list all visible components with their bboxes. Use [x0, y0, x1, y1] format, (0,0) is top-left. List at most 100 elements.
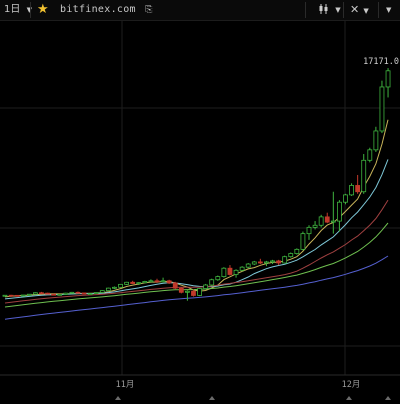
candle — [288, 252, 294, 258]
candle — [112, 286, 117, 289]
more-options-button[interactable]: ▼ — [386, 0, 391, 20]
candle-body-up — [2, 294, 8, 297]
candle — [203, 283, 209, 289]
candle — [318, 214, 324, 228]
candle — [209, 278, 215, 287]
candle — [2, 294, 8, 297]
candle-body-up — [148, 280, 154, 283]
candle — [257, 258, 263, 265]
candle — [233, 269, 239, 278]
timeframe-label: 1日 — [4, 4, 21, 15]
candle-body-up — [221, 267, 227, 278]
candle — [312, 221, 318, 230]
candle — [178, 287, 184, 294]
candle — [245, 262, 251, 269]
candles — [2, 68, 391, 301]
candle-body-down — [39, 292, 44, 295]
candle — [367, 147, 373, 163]
candle-body-up — [330, 220, 336, 223]
candle-body-up — [184, 290, 190, 293]
candle-body-up — [318, 216, 324, 226]
candle — [184, 290, 190, 301]
scroll-marker-icon — [209, 396, 215, 400]
chevron-down-icon: ▼ — [363, 7, 369, 15]
candle — [361, 154, 367, 194]
candle — [93, 292, 99, 294]
candle-body-down — [324, 216, 330, 223]
toolbar-divider — [343, 2, 344, 18]
candle — [251, 260, 257, 266]
last-price-label: 17171.0 — [363, 57, 399, 67]
candle-body-up — [294, 248, 300, 254]
candle-body-up — [300, 233, 306, 250]
candle-body-down — [8, 294, 14, 297]
candle-body-up — [270, 260, 275, 263]
candle-body-up — [124, 281, 129, 285]
candle — [130, 280, 136, 284]
candle-body-up — [160, 280, 166, 283]
candle-body-up — [136, 282, 142, 285]
moving-average-line — [4, 199, 389, 304]
toolbar-divider — [378, 2, 379, 18]
candle-body-up — [99, 290, 105, 293]
x-tick-label: 11月 — [116, 380, 135, 390]
candle — [379, 80, 385, 134]
candle — [239, 266, 245, 272]
candle-body-up — [142, 281, 148, 284]
candle — [39, 291, 44, 295]
candle-body-up — [312, 224, 318, 228]
candle-body-up — [69, 291, 75, 294]
candle-body-down — [154, 280, 160, 283]
x-tick-label: 12月 — [342, 380, 361, 390]
candlestick-icon — [319, 4, 328, 14]
candle-body-up — [385, 70, 391, 88]
candle — [306, 225, 312, 240]
price-chart[interactable]: 17171.0 11月 12月 — [0, 21, 400, 400]
candle-body-up — [336, 201, 342, 222]
chevron-down-icon: ▼ — [335, 6, 341, 14]
candle-body-up — [361, 159, 367, 193]
candle-body-up — [57, 293, 63, 296]
candle-body-up — [264, 261, 269, 264]
drawing-tools-icon: ✕ — [350, 3, 360, 16]
candle — [294, 248, 300, 255]
candle — [300, 231, 306, 251]
link-icon: ⎘ — [145, 5, 153, 15]
candle-body-up — [379, 86, 385, 132]
candle-body-up — [112, 286, 117, 289]
timeframe-selector[interactable]: 1日 ▼ — [4, 0, 32, 20]
candle-body-up — [93, 292, 99, 294]
candle — [87, 293, 93, 295]
indicators-button[interactable]: ▼ — [318, 0, 341, 20]
toolbar-divider — [30, 2, 31, 18]
candle — [63, 292, 69, 295]
toolbar-divider — [305, 2, 306, 18]
candle-body-down — [45, 292, 50, 295]
site-link[interactable]: bitfinex.com ⎘ — [60, 0, 153, 20]
candle-body-down — [166, 280, 172, 284]
candle-body-up — [33, 292, 38, 295]
candle-body-down — [130, 281, 136, 284]
candle — [99, 290, 105, 293]
chevron-down-icon: ▼ — [386, 6, 392, 14]
star-icon[interactable]: ★ — [37, 2, 49, 17]
candle-body-up — [203, 284, 209, 289]
candle-body-down — [81, 292, 87, 295]
candle-body-up — [209, 279, 215, 286]
candle — [385, 68, 391, 98]
candle-body-down — [51, 293, 57, 296]
candle-body-down — [227, 267, 233, 275]
candle-body-down — [172, 282, 178, 289]
drawing-tools-button[interactable]: ✕ ▼ — [350, 0, 369, 20]
candle-body-up — [367, 149, 373, 161]
candle-body-up — [239, 266, 245, 271]
candlestick-chart[interactable]: 17171.0 11月 12月 — [0, 21, 400, 400]
candle — [349, 183, 354, 196]
candle-body-up — [245, 263, 251, 268]
candle — [221, 267, 227, 278]
candle — [118, 283, 123, 288]
candle — [14, 294, 20, 297]
candle-body-down — [75, 291, 81, 294]
candle — [81, 292, 87, 295]
candle — [191, 289, 196, 297]
